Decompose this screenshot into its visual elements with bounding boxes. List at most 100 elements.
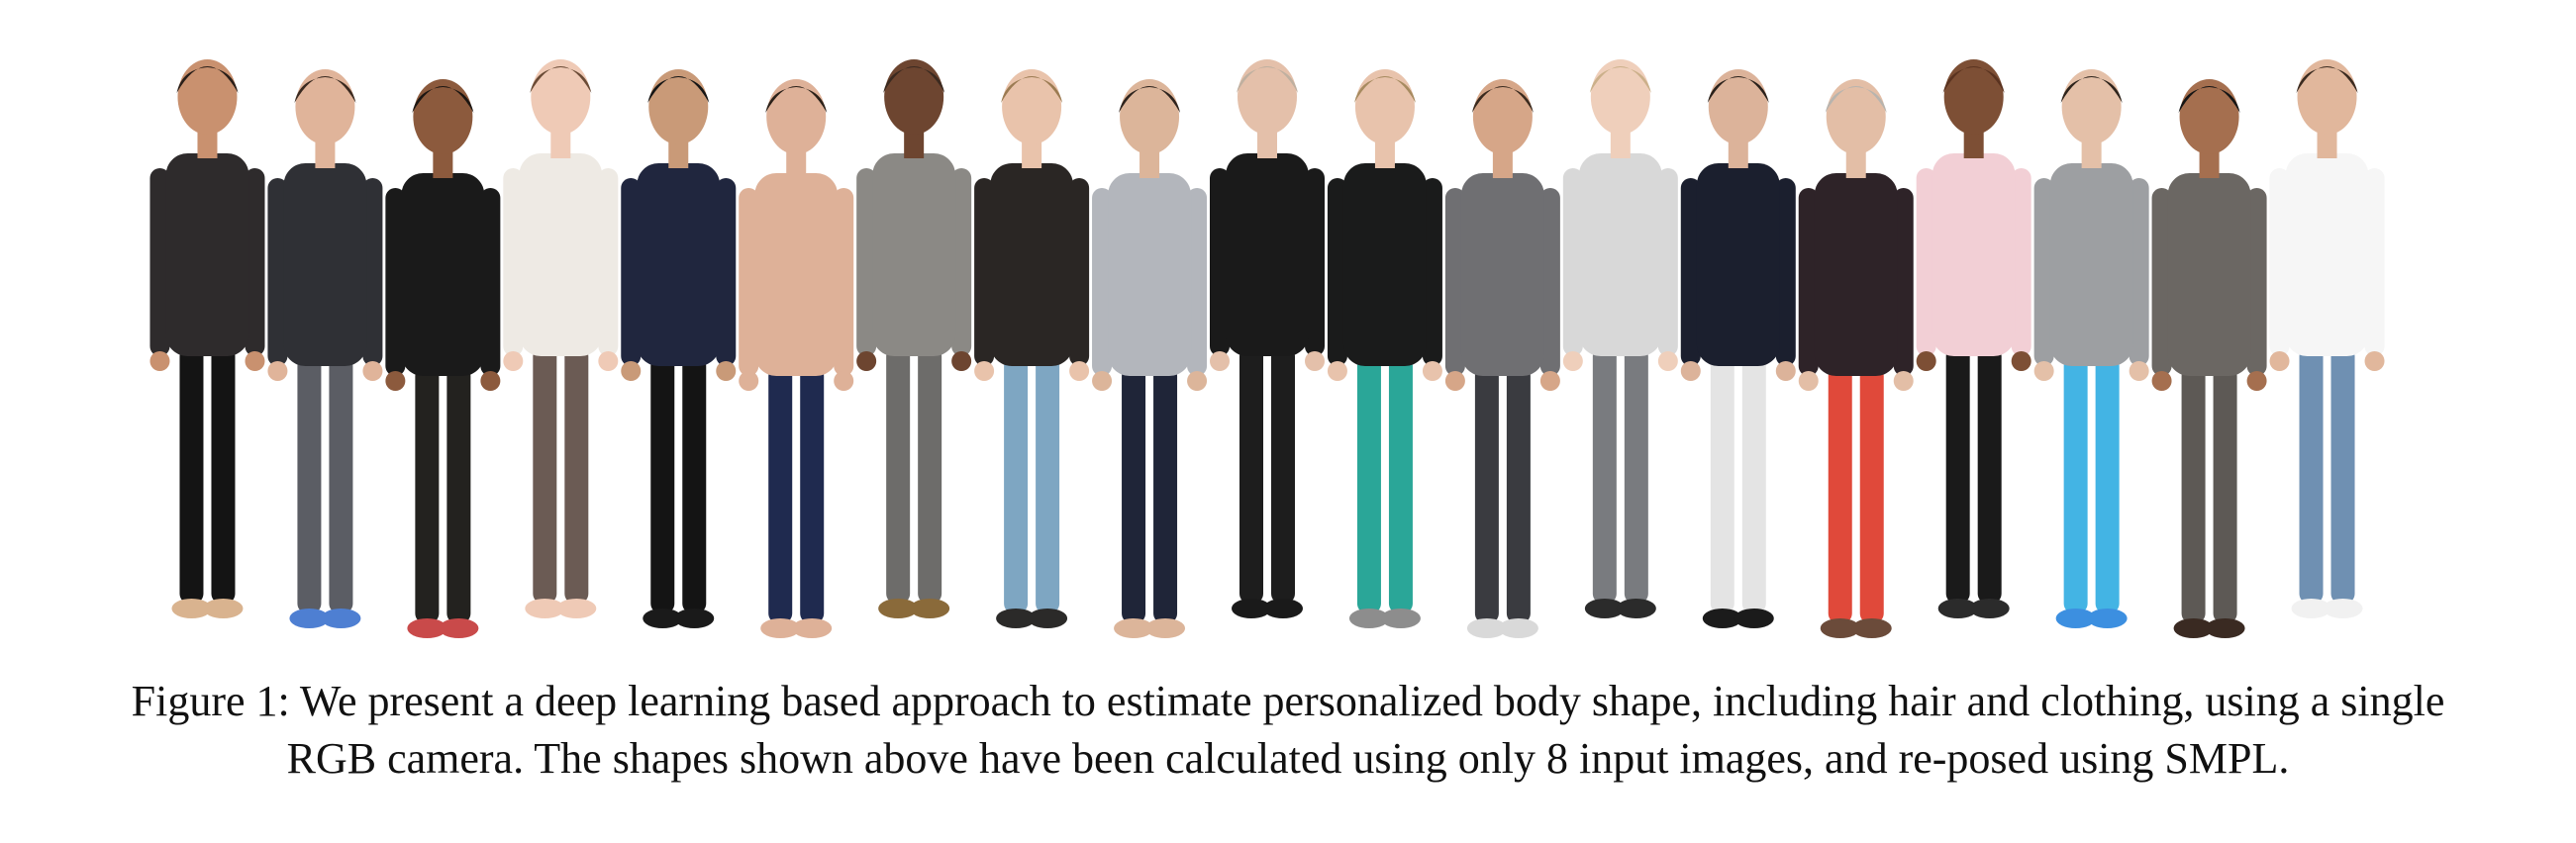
avatar-hair <box>1707 76 1769 103</box>
avatar-arm <box>2011 168 2031 356</box>
avatar-hand <box>2364 351 2385 371</box>
avatar-hand <box>1069 361 1090 381</box>
avatar-shoe <box>321 609 361 628</box>
avatar-arm <box>2364 168 2385 356</box>
avatar <box>503 59 619 618</box>
avatar-hair <box>1825 86 1887 113</box>
avatar-neck <box>2081 140 2102 168</box>
avatar-hand <box>974 361 995 381</box>
avatar-hair <box>412 86 474 113</box>
avatar-hand <box>1327 361 1347 381</box>
avatar-leg <box>1710 356 1734 613</box>
avatar-arm <box>2151 188 2172 376</box>
avatar-leg <box>1153 366 1178 623</box>
avatar-hair <box>2060 76 2123 103</box>
avatar-neck <box>1022 140 1042 168</box>
avatar-torso <box>1814 173 1898 376</box>
avatar-shoe <box>2087 609 2128 628</box>
avatar-shoe <box>2323 599 2363 618</box>
caption-line: Figure 1: We present a deep learning bas… <box>131 677 2445 725</box>
avatar <box>1444 79 1560 638</box>
avatar-arm <box>1539 188 1560 376</box>
avatar <box>974 69 1090 628</box>
avatar-arm <box>385 188 406 376</box>
avatar-hair <box>176 66 239 93</box>
avatar-arm <box>951 168 972 356</box>
avatar-leg <box>1977 346 2002 604</box>
avatar-torso <box>1696 163 1780 366</box>
avatar-neck <box>1257 131 1277 158</box>
avatar-torso <box>1460 173 1544 376</box>
avatar-hair <box>2178 86 2240 113</box>
avatar-hand <box>1305 351 1325 371</box>
avatar-hand <box>598 351 619 371</box>
avatar-neck <box>1845 150 1866 178</box>
avatar-hand <box>245 351 265 371</box>
avatar-arm <box>2269 168 2290 356</box>
avatar-leg <box>2063 356 2088 613</box>
avatar-neck <box>433 150 453 178</box>
avatar-leg <box>1474 366 1499 623</box>
avatar-neck <box>668 140 689 168</box>
avatar-hair <box>530 66 592 93</box>
avatar-leg <box>1945 346 1970 604</box>
avatar-shoe <box>525 599 565 618</box>
avatar-shoe <box>674 609 715 628</box>
avatar-shoe <box>2205 618 2245 638</box>
avatar <box>1916 59 2031 618</box>
avatar-head <box>1354 69 1415 144</box>
avatar-hand <box>362 361 383 381</box>
avatar-shoe <box>556 599 597 618</box>
avatar-arm <box>598 168 619 356</box>
avatar-leg <box>1036 356 1060 613</box>
avatar-leg <box>886 346 911 604</box>
avatar-hand <box>621 361 642 381</box>
avatar-shoe <box>2173 618 2214 638</box>
avatar <box>856 59 972 618</box>
avatar-neck <box>2317 131 2337 158</box>
avatar-arm <box>1444 188 1465 376</box>
avatar-leg <box>1859 366 1884 623</box>
avatar <box>1562 59 1678 618</box>
avatar-shoe <box>1263 599 1303 618</box>
avatar-neck <box>1610 131 1631 158</box>
avatar-arm <box>2033 178 2054 366</box>
avatar-torso <box>2285 153 2369 356</box>
avatar-neck <box>1139 150 1160 178</box>
avatar-neck <box>1492 150 1513 178</box>
avatar-hand <box>2269 351 2290 371</box>
avatar-shoe <box>1584 599 1625 618</box>
avatar-torso <box>637 163 721 366</box>
avatar-shoe <box>1616 599 1656 618</box>
avatar <box>1680 69 1796 628</box>
avatar-hand <box>2033 361 2054 381</box>
avatar-neck <box>1728 140 1748 168</box>
avatar <box>739 79 854 638</box>
avatar-head <box>1120 79 1180 154</box>
avatar-leg <box>564 346 589 604</box>
avatar-hand <box>503 351 524 371</box>
avatar-hair <box>647 76 710 103</box>
avatar-hair <box>1001 76 1063 103</box>
avatar-shoe <box>1380 609 1421 628</box>
avatar-shoe <box>643 609 683 628</box>
avatar-leg <box>650 356 675 613</box>
avatar-leg <box>179 346 204 604</box>
avatar-torso <box>872 153 956 356</box>
avatar <box>1210 59 1325 618</box>
avatar-leg <box>533 346 557 604</box>
avatar-leg <box>1506 366 1531 623</box>
avatar-leg <box>1592 346 1617 604</box>
avatar-arm <box>1775 178 1796 366</box>
avatar-neck <box>197 131 218 158</box>
avatar-leg <box>768 366 793 623</box>
avatar-arm <box>974 178 995 366</box>
avatar-arm <box>1893 188 1914 376</box>
avatar-leg <box>1624 346 1648 604</box>
avatar-arm <box>245 168 265 356</box>
avatar-shoe <box>996 609 1037 628</box>
avatar-head <box>1590 59 1650 135</box>
avatar-head <box>1943 59 2004 135</box>
avatar-arm <box>739 188 759 376</box>
